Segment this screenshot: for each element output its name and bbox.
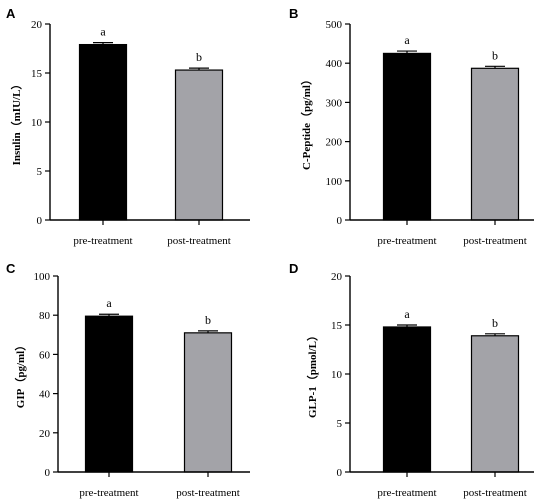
y-tick-label: 5 xyxy=(337,418,343,430)
panel-a: Aa pre-treatment b post-treatment 0 5 10 15 20 In… xyxy=(6,6,250,247)
bar-pre-treatment xyxy=(382,52,432,221)
y-tick-label: 100 xyxy=(326,176,343,188)
category-label: pre-treatment xyxy=(73,235,132,247)
significance-label: b xyxy=(492,316,498,330)
bar-post-treatment xyxy=(470,67,520,221)
category-label: pre-treatment xyxy=(377,487,436,499)
y-tick-label: 15 xyxy=(331,320,343,332)
bar-post-treatment xyxy=(470,335,520,473)
category-label: pre-treatment xyxy=(79,487,138,499)
y-axis-title: GIP（pg/ml） xyxy=(14,340,27,408)
panel-c: Ca pre-treatment b post-treatment 0 20 40 60 80 1… xyxy=(6,261,250,499)
panel-letter: A xyxy=(6,6,16,21)
y-tick-label: 0 xyxy=(337,215,343,227)
bar-pre-treatment xyxy=(78,43,128,221)
y-tick-label: 15 xyxy=(31,68,43,80)
bar-post-treatment xyxy=(174,69,224,221)
y-tick-label: 80 xyxy=(39,310,51,322)
y-axis-title: Insulin（mIU/L） xyxy=(10,79,23,166)
y-tick-label: 100 xyxy=(34,271,51,283)
y-tick-label: 60 xyxy=(39,349,51,361)
y-axis-title: C-Peptide（pg/ml） xyxy=(300,74,313,170)
y-tick-label: 20 xyxy=(331,271,343,283)
y-tick-label: 500 xyxy=(326,19,343,31)
y-tick-label: 20 xyxy=(39,428,51,440)
category-label: pre-treatment xyxy=(377,235,436,247)
y-axis-title: GLP-1（pmol/L） xyxy=(306,330,319,418)
y-tick-label: 300 xyxy=(326,97,343,109)
significance-label: a xyxy=(100,25,106,39)
y-tick-label: 0 xyxy=(45,467,51,479)
significance-label: a xyxy=(106,296,112,310)
category-label: post-treatment xyxy=(176,487,240,499)
significance-label: b xyxy=(492,48,498,62)
significance-label: a xyxy=(404,33,410,47)
panel-b: Ba pre-treatment b post-treatment 0 100 200 300… xyxy=(289,6,534,247)
significance-label: b xyxy=(205,313,211,327)
y-tick-label: 40 xyxy=(39,389,51,401)
category-label: post-treatment xyxy=(463,487,527,499)
significance-label: a xyxy=(404,307,410,321)
panel-letter: D xyxy=(289,261,298,276)
panel-letter: B xyxy=(289,6,298,21)
y-tick-label: 0 xyxy=(337,467,343,479)
y-tick-label: 400 xyxy=(326,58,343,70)
panel-d: Da pre-treatment b post-treatment 0 5 10 15 20 GL… xyxy=(289,261,534,499)
category-label: post-treatment xyxy=(463,235,527,247)
y-tick-label: 20 xyxy=(31,19,43,31)
category-label: post-treatment xyxy=(167,235,231,247)
bar-pre-treatment xyxy=(382,326,432,473)
bar-pre-treatment xyxy=(84,315,134,473)
y-tick-label: 5 xyxy=(37,166,43,178)
y-tick-label: 10 xyxy=(331,369,343,381)
y-tick-label: 10 xyxy=(31,117,43,129)
y-tick-label: 0 xyxy=(37,215,43,227)
bar-post-treatment xyxy=(183,332,233,473)
y-tick-label: 200 xyxy=(326,137,343,149)
panel-letter: C xyxy=(6,261,16,276)
significance-label: b xyxy=(196,50,202,64)
